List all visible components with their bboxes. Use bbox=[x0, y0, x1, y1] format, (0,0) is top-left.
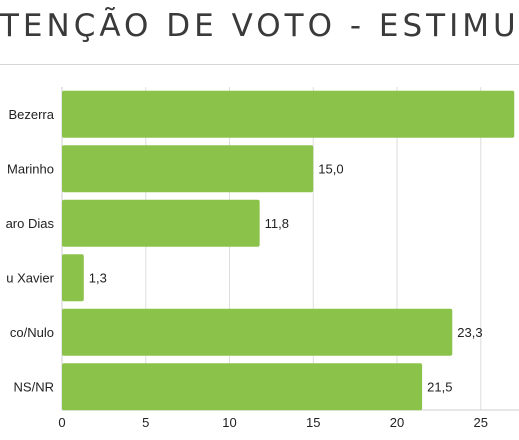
bar-5 bbox=[62, 308, 453, 356]
data-label: 1,3 bbox=[89, 270, 107, 285]
x-tick-label: 20 bbox=[390, 415, 404, 430]
category-label: u Xavier bbox=[6, 270, 54, 285]
labels: 0 5 10 15 20 25 Bezerra Marinho 15,0 aro Dias 11,8… bbox=[6, 107, 488, 430]
x-tick-label: 5 bbox=[142, 415, 149, 430]
category-label: co/Nulo bbox=[10, 325, 54, 340]
category-label: Marinho bbox=[7, 161, 54, 176]
category-label: Bezerra bbox=[8, 107, 54, 122]
bar-4 bbox=[62, 254, 84, 302]
bar-6 bbox=[62, 363, 423, 411]
bar-2 bbox=[62, 145, 314, 193]
bars bbox=[62, 90, 515, 411]
x-tick-label: 15 bbox=[306, 415, 320, 430]
data-label: 23,3 bbox=[457, 325, 482, 340]
bar-1 bbox=[62, 90, 515, 138]
bar-3 bbox=[62, 199, 260, 247]
title-divider bbox=[0, 64, 519, 65]
category-label: aro Dias bbox=[6, 216, 55, 231]
category-label: NS/NR bbox=[14, 379, 54, 394]
chart-title: TENÇÃO DE VOTO - ESTIMU bbox=[0, 8, 519, 44]
x-tick-label: 25 bbox=[474, 415, 488, 430]
data-label: 21,5 bbox=[427, 379, 452, 394]
data-label: 15,0 bbox=[318, 161, 343, 176]
x-tick-label: 0 bbox=[58, 415, 65, 430]
x-tick-label: 10 bbox=[222, 415, 236, 430]
data-label: 11,8 bbox=[265, 216, 289, 231]
